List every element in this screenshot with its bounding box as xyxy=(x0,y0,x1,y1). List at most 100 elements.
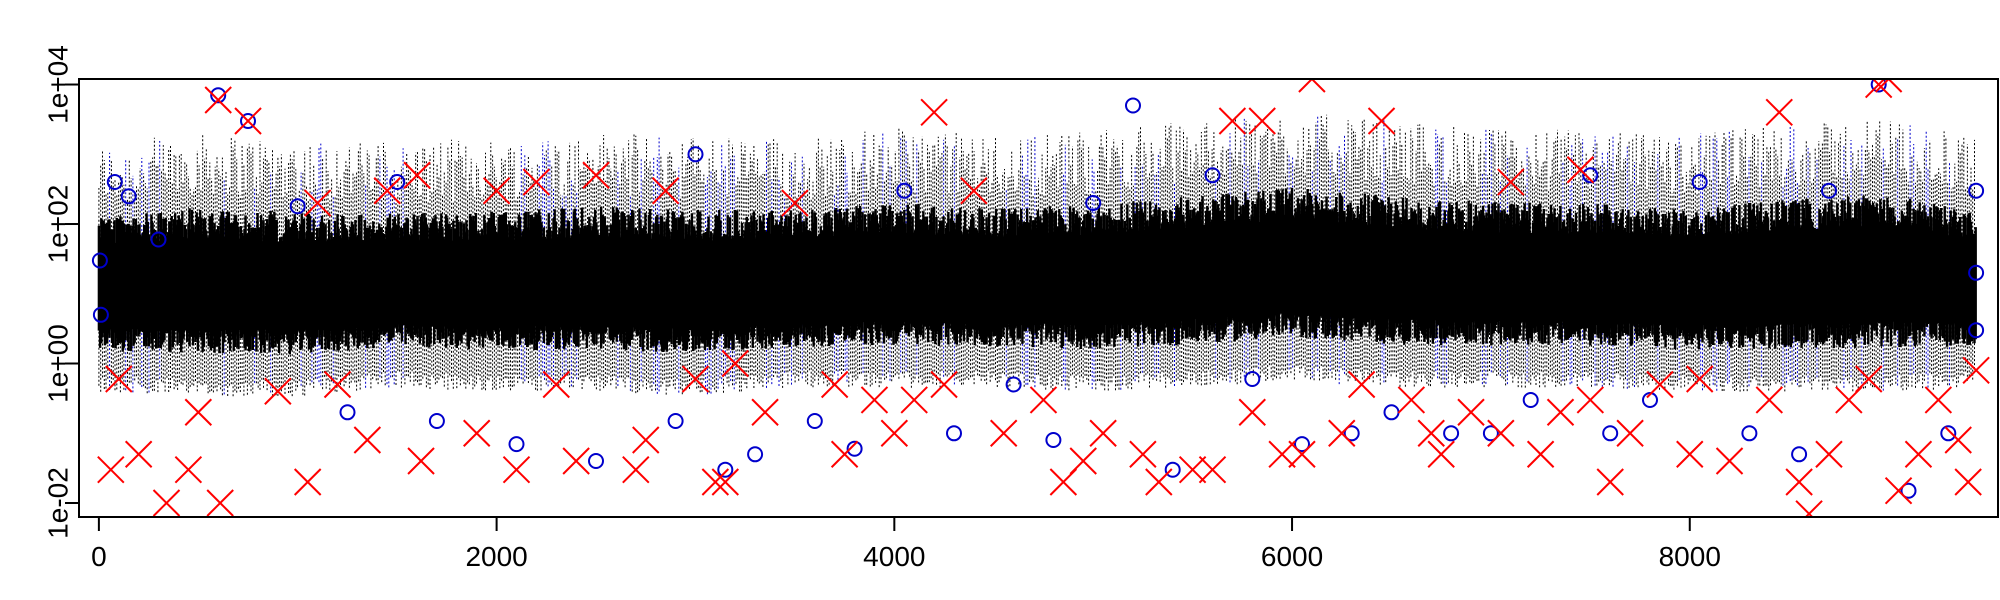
red-cross-point xyxy=(1686,365,1714,393)
red-cross-point xyxy=(1546,398,1575,426)
blue-circle-point xyxy=(667,413,684,429)
red-cross-point xyxy=(1566,156,1595,184)
blue-circle-point xyxy=(289,198,306,215)
blue-circle-point xyxy=(806,413,823,429)
red-cross-point xyxy=(751,398,779,426)
red-cross-point xyxy=(105,365,133,393)
blue-circle-point xyxy=(1164,461,1181,478)
x-tick-label: 6000 xyxy=(1261,541,1323,572)
red-cross-point xyxy=(1129,440,1157,468)
y-tick-label: 1e+04 xyxy=(43,45,74,124)
blue-circle-point xyxy=(1821,182,1837,199)
y-tick-label: 1e+02 xyxy=(43,185,74,264)
red-cross-point xyxy=(542,370,570,399)
red-cross-point xyxy=(1874,79,1903,93)
red-cross-point xyxy=(1069,447,1097,475)
red-cross-point xyxy=(1715,447,1744,475)
red-cross-point xyxy=(1198,456,1227,484)
blue-circle-point xyxy=(1968,322,1985,339)
blue-circle-point xyxy=(508,436,525,453)
red-cross-point xyxy=(820,370,849,399)
blue-circle-point xyxy=(150,231,167,248)
red-cross-point xyxy=(1145,468,1173,496)
red-cross-point xyxy=(701,468,730,496)
red-cross-point xyxy=(303,189,332,217)
red-cross-point xyxy=(264,377,292,405)
red-cross-point xyxy=(1676,440,1704,468)
blue-circle-point xyxy=(1045,432,1062,448)
red-cross-point xyxy=(97,456,125,484)
red-cross-point xyxy=(1765,98,1793,126)
red-cross-point xyxy=(651,177,680,205)
blue-circle-point xyxy=(91,252,108,269)
red-cross-point xyxy=(622,456,650,484)
blue-circle-point xyxy=(846,440,863,457)
red-cross-point xyxy=(711,468,740,496)
x-tick-label: 0 xyxy=(91,541,107,572)
blue-circle-point xyxy=(92,306,109,323)
x-axis: 0 2000 4000 6000 8000 xyxy=(91,516,1721,572)
blue-circle-point xyxy=(1968,264,1985,281)
red-cross-point xyxy=(502,456,531,484)
red-cross-point xyxy=(204,86,232,114)
red-cross-point xyxy=(1397,386,1426,414)
red-cross-point xyxy=(1268,440,1296,468)
red-cross-point xyxy=(1526,440,1555,468)
red-cross-point xyxy=(1238,398,1266,426)
blue-circle-point xyxy=(1522,392,1539,408)
red-cross-point xyxy=(1417,419,1445,447)
red-cross-point xyxy=(1487,419,1515,447)
red-cross-point xyxy=(407,447,435,475)
x-tick-label: 8000 xyxy=(1659,541,1721,572)
red-cross-point xyxy=(1367,107,1396,135)
red-cross-point xyxy=(403,161,431,189)
blue-circle-point xyxy=(1204,167,1221,184)
red-cross-point xyxy=(830,440,859,468)
blue-circle-point xyxy=(1791,446,1808,463)
red-cross-point xyxy=(482,177,511,205)
red-cross-point xyxy=(1944,426,1972,454)
red-cross-point xyxy=(1576,386,1605,414)
y-tick-label: 1e+00 xyxy=(43,324,74,403)
red-cross-point xyxy=(632,426,660,454)
red-cross-point xyxy=(1178,456,1207,484)
red-cross-point xyxy=(1029,386,1058,414)
red-cross-point xyxy=(1616,419,1644,447)
red-cross-point xyxy=(1089,419,1117,447)
blue-circle-point xyxy=(1691,174,1708,190)
blue-circle-point xyxy=(210,87,227,104)
blue-circle-point xyxy=(1244,371,1261,387)
red-cross-point xyxy=(1785,468,1813,496)
red-cross-point xyxy=(1855,365,1883,393)
blue-circle-point xyxy=(1642,392,1658,408)
red-cross-point xyxy=(184,398,213,426)
blue-circle-point xyxy=(1383,404,1400,421)
red-cross-point xyxy=(920,98,948,126)
red-cross-point xyxy=(989,419,1018,447)
blue-circle-point xyxy=(1940,425,1957,442)
red-cross-point xyxy=(1954,468,1982,496)
red-cross-point xyxy=(293,468,322,496)
blue-circle-point xyxy=(428,413,445,429)
red-cross-point xyxy=(124,440,153,468)
red-cross-point xyxy=(1457,398,1485,426)
red-cross-point xyxy=(1884,477,1913,505)
blue-circle-point xyxy=(1968,182,1985,199)
red-cross-point xyxy=(522,168,551,196)
red-cross-point xyxy=(681,365,710,393)
blue-circle-point xyxy=(896,182,913,199)
blue-circle-point xyxy=(1482,425,1499,442)
red-cross-point xyxy=(152,489,181,517)
blue-circle-point xyxy=(339,404,356,421)
dense-data-band xyxy=(97,188,1977,355)
red-cross-point xyxy=(582,161,610,189)
red-cross-point xyxy=(1646,370,1674,399)
red-cross-point xyxy=(1248,107,1276,135)
red-cross-point xyxy=(1904,440,1933,468)
blue-circle-markers xyxy=(91,79,1985,499)
red-cross-point xyxy=(1962,356,1990,384)
blue-circle-point xyxy=(1741,425,1758,442)
red-cross-point xyxy=(781,189,809,217)
blue-circle-point xyxy=(946,425,962,442)
red-cross-point xyxy=(1347,370,1376,399)
